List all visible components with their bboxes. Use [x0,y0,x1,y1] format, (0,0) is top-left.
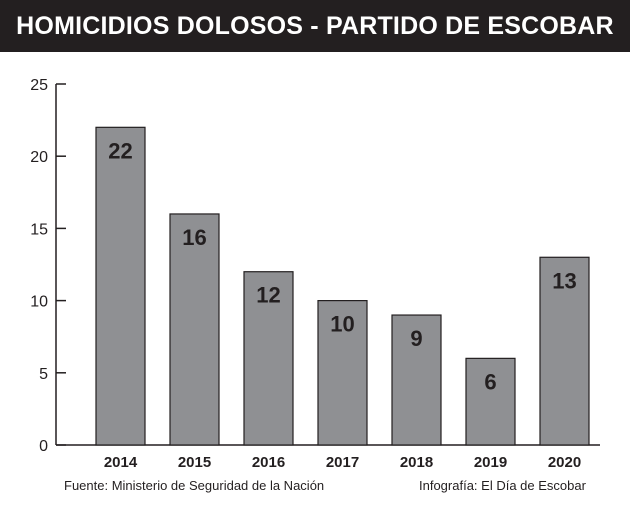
bar-value-label-2017: 10 [330,312,354,337]
bar-2016 [243,271,294,446]
y-tick-label-10: 10 [30,294,48,311]
bar-value-label-2014: 22 [108,138,132,163]
bar-2018 [391,314,442,446]
y-tick-label-15: 15 [30,221,48,238]
x-tick-label-2020: 2020 [548,454,581,471]
x-tick-label-2017: 2017 [326,454,359,471]
x-tick-label-2019: 2019 [474,454,507,471]
bar-value-label-2018: 9 [410,326,422,351]
x-tick-label-2015: 2015 [178,454,211,471]
bar-value-label-2019: 6 [484,369,496,394]
bar-value-label-2016: 12 [256,283,280,308]
source-note: Fuente: Ministerio de Seguridad de la Na… [64,478,325,493]
credit-note: Infografía: El Día de Escobar [419,478,586,493]
x-tick-label-2018: 2018 [400,454,433,471]
x-tick-label-2014: 2014 [104,454,138,471]
header-bar: HOMICIDIOS DOLOSOS - PARTIDO DE ESCOBAR [0,0,630,52]
bar-2015 [169,213,220,446]
chart-title: HOMICIDIOS DOLOSOS - PARTIDO DE ESCOBAR [16,12,614,40]
bar-2020 [539,256,590,446]
bar-2014 [95,126,146,446]
y-tick-label-25: 25 [30,77,48,94]
bar-2019 [465,357,516,446]
y-tick-label-0: 0 [39,438,48,455]
bar-value-label-2020: 13 [552,268,576,293]
y-tick-label-20: 20 [30,149,48,166]
bar-value-label-2015: 16 [182,225,206,250]
x-tick-label-2016: 2016 [252,454,285,471]
bar-2017 [317,300,368,446]
y-tick-label-5: 5 [39,366,48,383]
